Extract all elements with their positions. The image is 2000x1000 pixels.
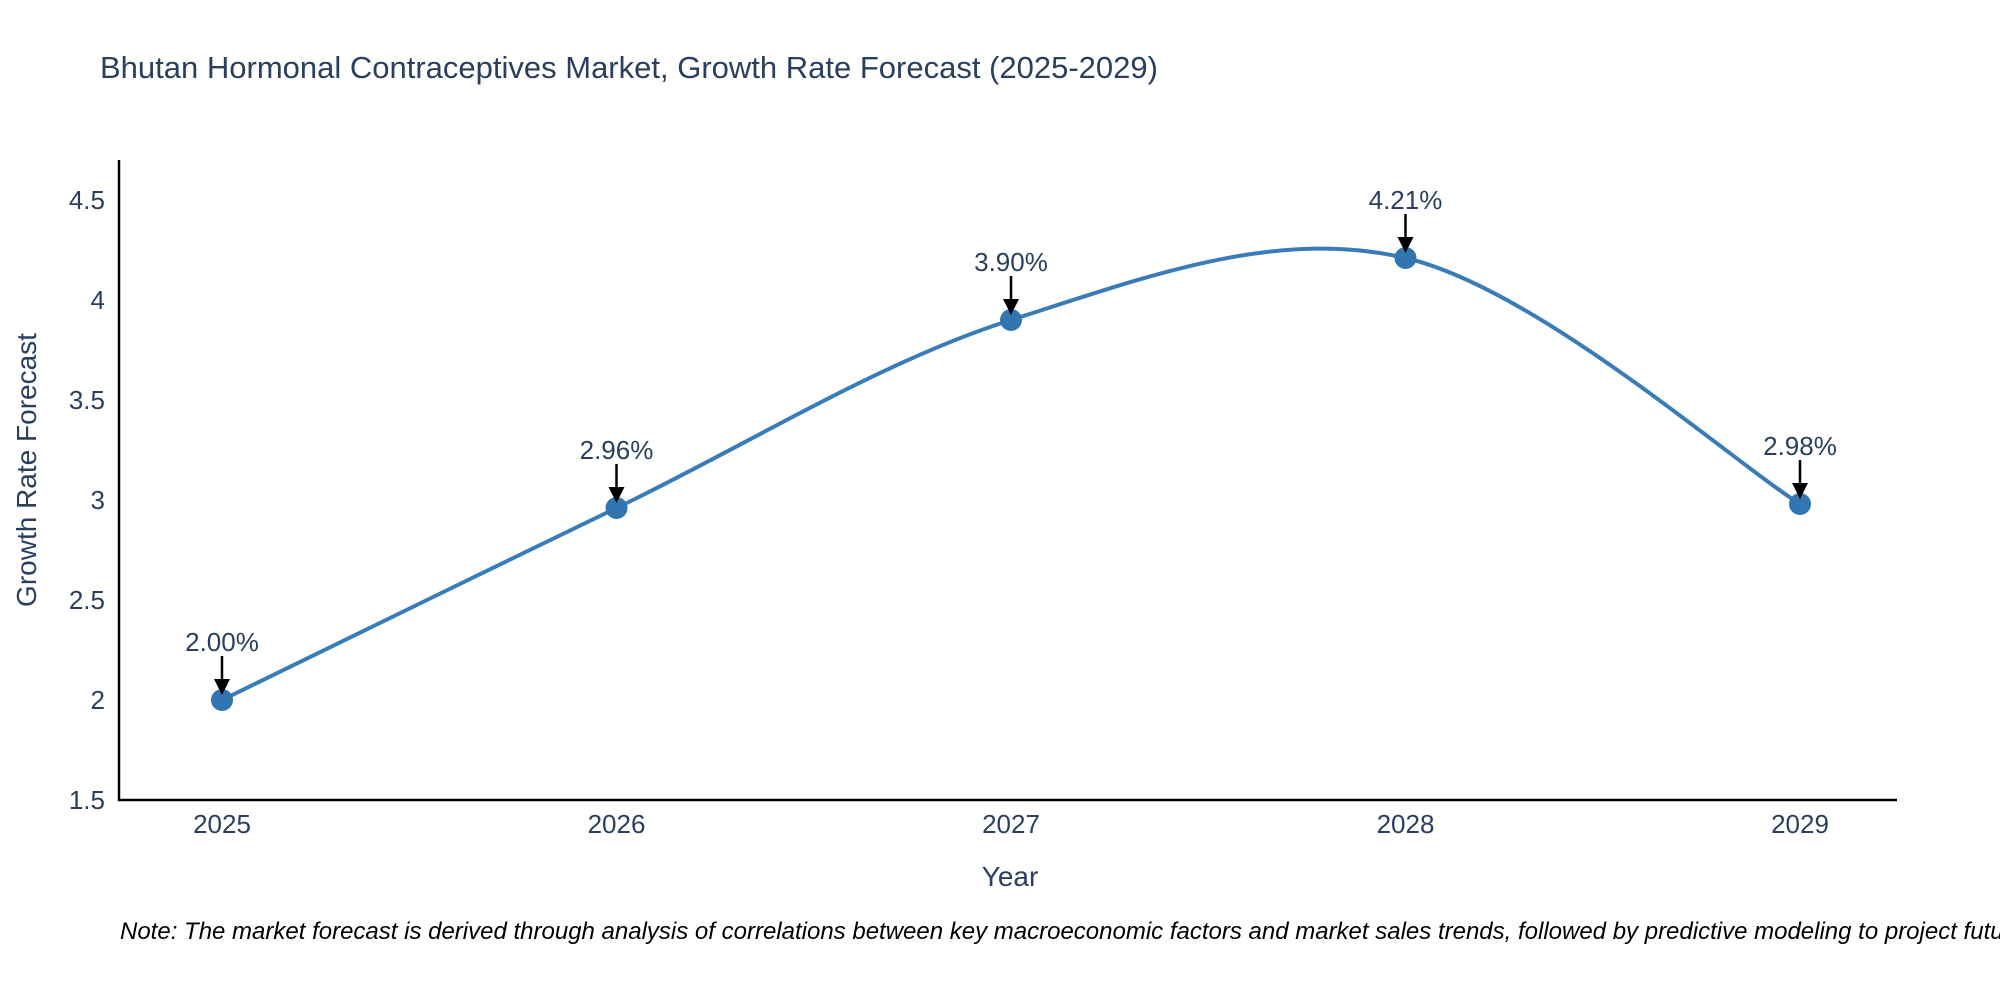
data-point-marker[interactable] bbox=[1789, 493, 1811, 515]
annotation-arrow-head bbox=[214, 679, 230, 695]
chart-title: Bhutan Hormonal Contraceptives Market, G… bbox=[100, 50, 1158, 85]
y-tick-label: 2.5 bbox=[69, 585, 105, 615]
data-point-label: 4.21% bbox=[1369, 185, 1443, 215]
data-point-marker[interactable] bbox=[605, 497, 628, 519]
y-tick-label: 3 bbox=[91, 485, 105, 515]
y-tick-label: 1.5 bbox=[69, 785, 105, 815]
x-axis-title: Year bbox=[981, 861, 1039, 892]
y-tick-label: 4 bbox=[91, 285, 105, 315]
x-tick-label: 2029 bbox=[1771, 809, 1829, 839]
x-tick-label: 2028 bbox=[1377, 809, 1435, 839]
annotation-arrow-head bbox=[608, 487, 625, 503]
annotation-arrow-head bbox=[1003, 299, 1019, 315]
x-tick-label: 2025 bbox=[193, 809, 251, 839]
data-point-marker[interactable] bbox=[1394, 247, 1417, 269]
data-point-marker[interactable] bbox=[1000, 309, 1022, 331]
data-point-label: 2.98% bbox=[1763, 431, 1837, 461]
x-tick-label: 2026 bbox=[588, 809, 646, 839]
annotation-arrow-head bbox=[1397, 237, 1414, 253]
annotation-arrow-head bbox=[1792, 483, 1808, 499]
y-tick-label: 2 bbox=[91, 685, 105, 715]
data-point-label: 2.00% bbox=[185, 627, 259, 657]
x-tick-label: 2027 bbox=[982, 809, 1040, 839]
y-tick-label: 3.5 bbox=[69, 385, 105, 415]
y-tick-label: 4.5 bbox=[69, 185, 105, 215]
data-point-marker[interactable] bbox=[211, 689, 233, 711]
chart-footnote: Note: The market forecast is derived thr… bbox=[120, 918, 2000, 945]
data-point-label: 3.90% bbox=[974, 247, 1048, 277]
data-point-label: 2.96% bbox=[580, 435, 654, 465]
